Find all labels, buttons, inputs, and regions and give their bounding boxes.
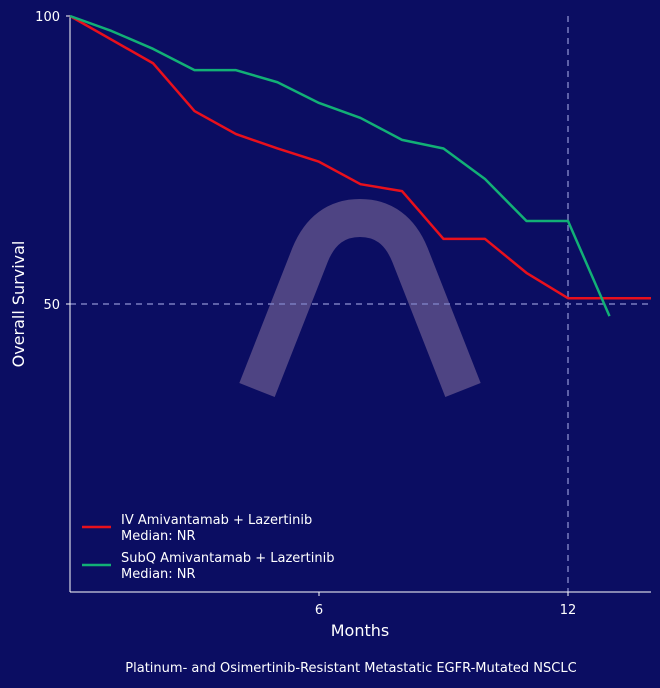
x-tick-label: 12 <box>560 603 577 618</box>
x-axis-label: Months <box>331 621 389 640</box>
series-line-1 <box>69 14 611 317</box>
x-tick-label: 6 <box>315 603 323 618</box>
legend-label-iv: IV Amivantamab + Lazertinib <box>121 513 312 528</box>
series-line-0 <box>69 14 651 300</box>
legend-median-subq: Median: NR <box>121 567 196 582</box>
legend-median-iv: Median: NR <box>121 529 196 544</box>
y-axis-label: Overall Survival <box>9 241 28 368</box>
y-tick-label: 100 <box>35 10 60 25</box>
legend: IV Amivantamab + Lazertinib Median: NR S… <box>82 513 334 582</box>
caption: Platinum- and Osimertinib-Resistant Meta… <box>125 661 576 676</box>
legend-label-subq: SubQ Amivantamab + Lazertinib <box>121 551 334 566</box>
y-tick-label: 50 <box>43 298 60 313</box>
logo-arch-icon <box>239 198 481 397</box>
